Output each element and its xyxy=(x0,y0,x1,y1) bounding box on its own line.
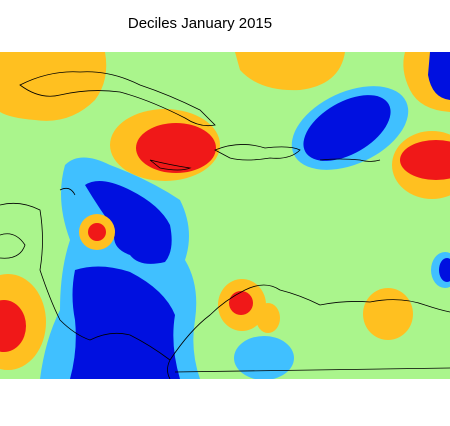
anomaly-area xyxy=(363,288,413,340)
anomaly-area xyxy=(439,258,450,282)
anomaly-area xyxy=(0,52,107,121)
anomaly-area xyxy=(234,336,294,379)
coastline xyxy=(0,202,171,379)
map-title: Deciles January 2015 xyxy=(128,15,272,32)
coastline xyxy=(0,233,26,259)
anomaly-area xyxy=(70,266,180,379)
anomaly-area xyxy=(235,52,345,91)
anomaly-area xyxy=(400,140,450,180)
anomaly-area xyxy=(0,300,26,352)
coastline xyxy=(59,187,76,196)
anomaly-area xyxy=(229,291,253,315)
coastline xyxy=(174,367,450,373)
anomaly-area xyxy=(168,266,173,271)
anomaly-area xyxy=(303,95,391,161)
coastline xyxy=(319,158,381,162)
anomaly-area xyxy=(85,181,172,264)
anomaly-area xyxy=(256,303,280,333)
coastline xyxy=(19,71,216,127)
anomaly-area xyxy=(136,123,216,173)
coastline xyxy=(149,159,192,171)
anomaly-area xyxy=(428,52,450,100)
coastline xyxy=(214,144,301,161)
anomaly-area xyxy=(88,223,106,241)
coastline xyxy=(169,284,450,361)
decile-map xyxy=(0,52,450,379)
